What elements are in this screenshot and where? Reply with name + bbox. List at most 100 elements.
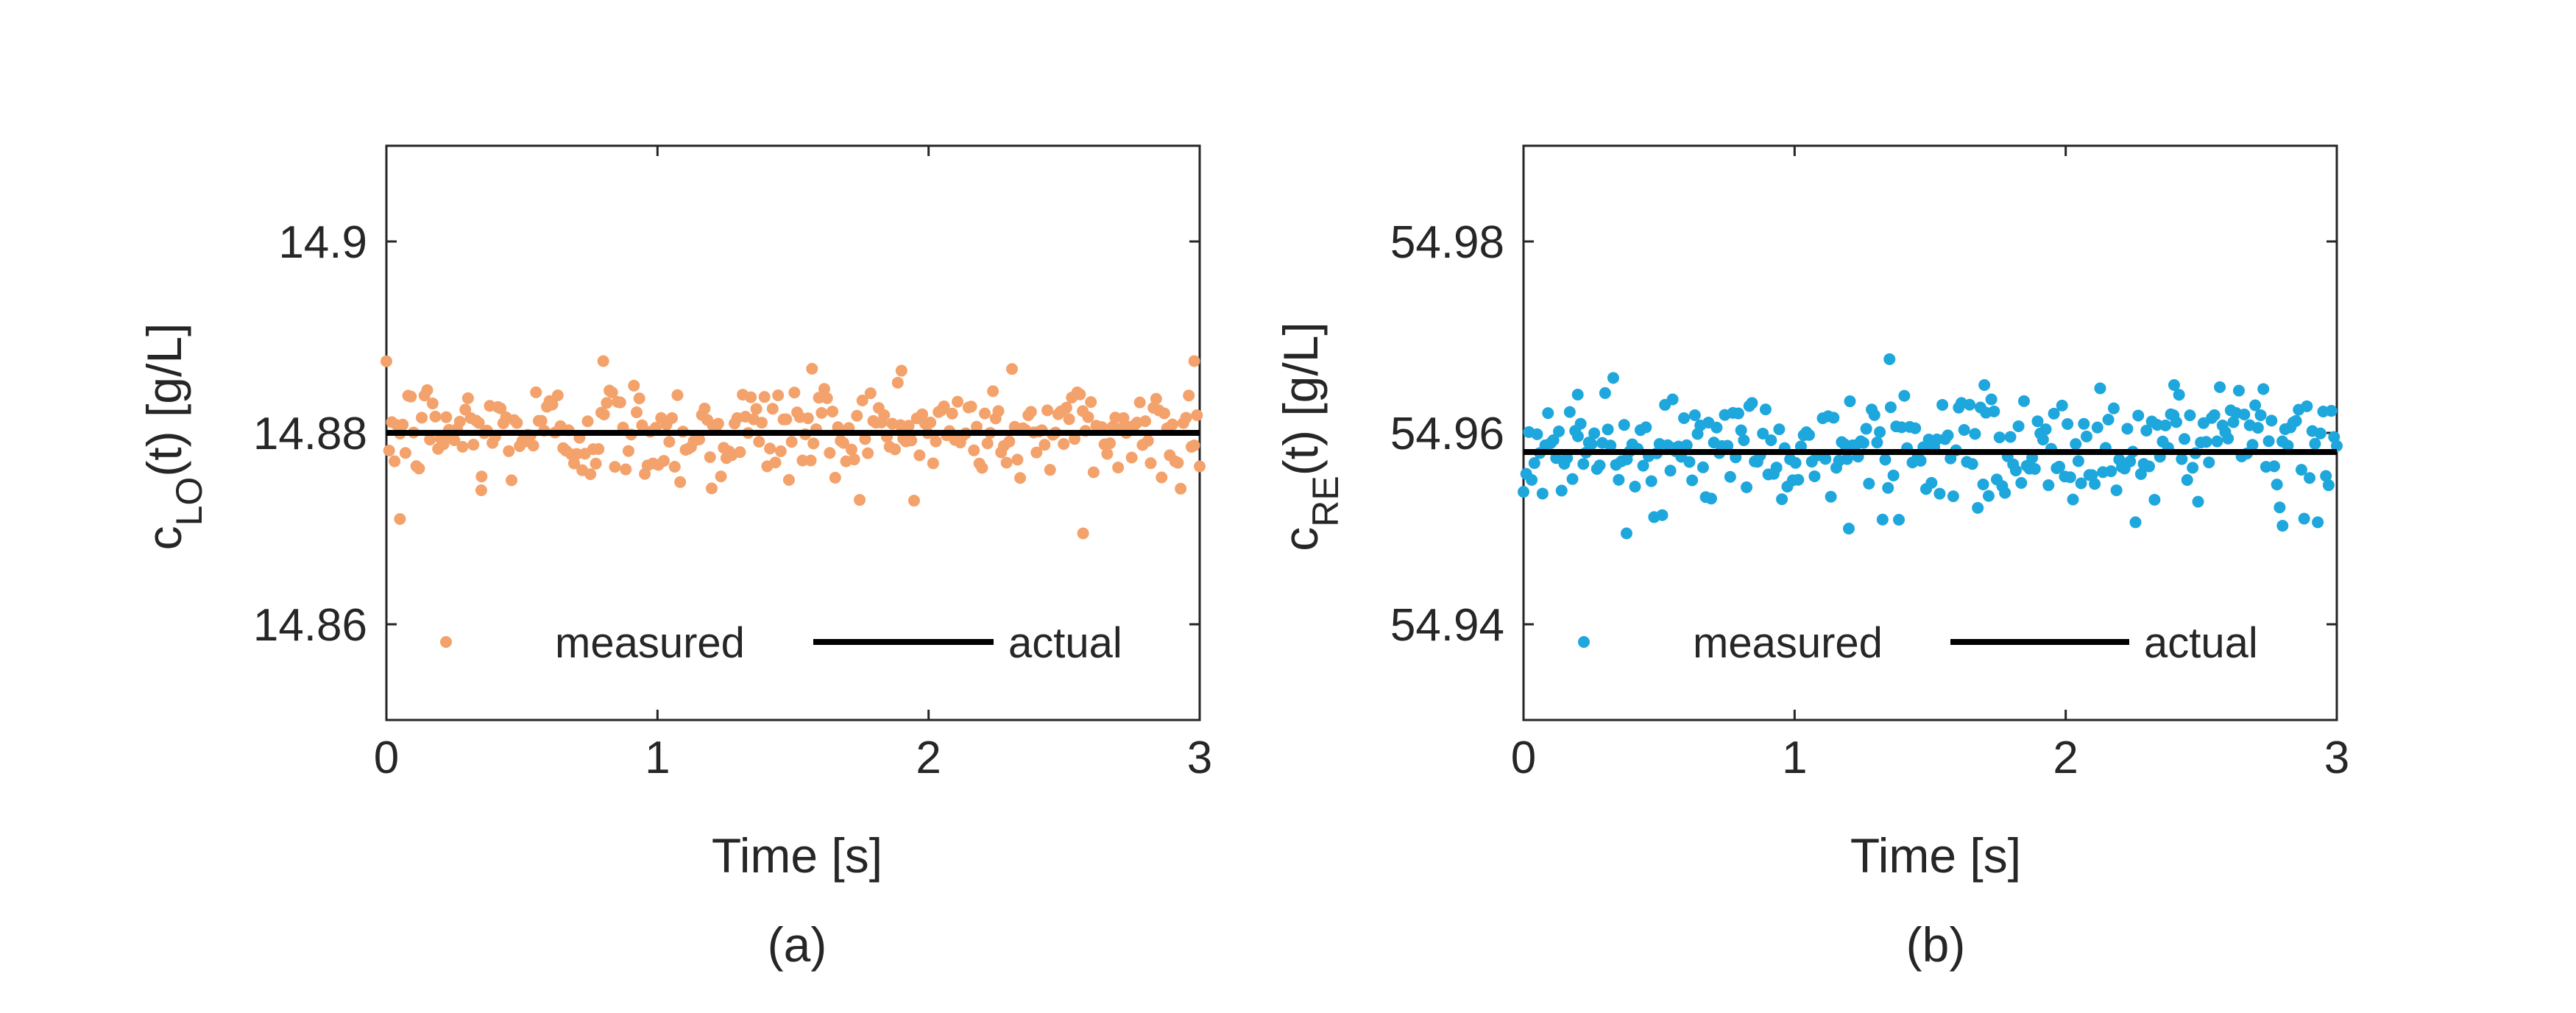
data-point xyxy=(1874,426,1886,438)
data-point xyxy=(2276,520,2289,532)
data-point xyxy=(1172,456,1184,469)
data-point xyxy=(657,454,670,467)
data-point xyxy=(756,417,768,429)
data-point xyxy=(2322,479,2335,492)
data-point xyxy=(1555,484,1568,497)
data-point xyxy=(394,513,406,525)
data-point xyxy=(1808,470,1821,482)
data-point xyxy=(1741,481,1753,493)
data-point xyxy=(1101,448,1114,460)
data-point xyxy=(802,412,814,425)
data-point xyxy=(970,420,983,433)
data-point xyxy=(598,408,610,420)
x-tick-label: 0 xyxy=(1511,733,1536,783)
data-point xyxy=(1577,458,1590,470)
data-point xyxy=(1789,456,1802,469)
data-point xyxy=(2062,417,2074,430)
data-point xyxy=(987,385,999,398)
data-point xyxy=(399,447,411,459)
data-point xyxy=(2203,456,2215,469)
data-point xyxy=(1686,474,1699,487)
data-point xyxy=(2181,474,2193,487)
data-point xyxy=(405,390,417,403)
data-point xyxy=(2227,416,2240,428)
data-point xyxy=(1683,456,1696,468)
data-point xyxy=(1985,393,1998,406)
data-point xyxy=(2274,501,2286,514)
data-point xyxy=(440,411,453,423)
data-point xyxy=(815,406,828,419)
data-point xyxy=(1884,401,1897,414)
data-point xyxy=(750,403,762,415)
data-point xyxy=(1819,453,1832,465)
data-point xyxy=(734,446,746,459)
data-point xyxy=(475,484,487,496)
data-point xyxy=(1863,477,1875,490)
data-point xyxy=(2295,464,2307,476)
data-point xyxy=(467,439,480,451)
data-point xyxy=(895,364,907,377)
data-point xyxy=(456,440,469,453)
data-point xyxy=(2132,409,2145,422)
data-point xyxy=(628,379,640,392)
data-point xyxy=(1792,473,1805,486)
x-tick-label: 2 xyxy=(2053,733,2078,783)
data-point xyxy=(1666,393,1679,406)
data-point xyxy=(1158,407,1170,420)
data-point xyxy=(1947,490,1959,503)
data-point xyxy=(2290,414,2302,427)
legend-marker-measured xyxy=(1578,636,1590,648)
x-tick-label: 2 xyxy=(916,733,941,783)
data-point xyxy=(1060,401,1072,414)
data-point xyxy=(495,402,507,414)
data-point xyxy=(1063,413,1075,426)
data-point xyxy=(698,402,711,414)
data-point xyxy=(597,355,609,367)
data-point xyxy=(1942,429,1954,442)
data-point xyxy=(1803,428,1816,441)
y-axis-label: cRE(t) [g/L] xyxy=(1273,322,1346,551)
data-point xyxy=(2121,423,2134,435)
data-point xyxy=(2067,493,2079,506)
data-point xyxy=(2159,419,2172,431)
data-point xyxy=(1827,412,1840,424)
data-point xyxy=(780,413,793,426)
data-point xyxy=(633,392,645,405)
data-point xyxy=(546,398,559,411)
data-point xyxy=(2214,381,2226,393)
data-point xyxy=(2314,427,2326,440)
data-point xyxy=(774,445,787,457)
data-point xyxy=(1732,407,1744,420)
data-point xyxy=(2056,399,2068,412)
data-point xyxy=(1014,472,1027,484)
data-point xyxy=(902,420,915,432)
data-point xyxy=(674,476,687,488)
data-point xyxy=(2009,465,2022,477)
data-point xyxy=(2328,431,2340,443)
data-point xyxy=(2320,470,2332,482)
data-point xyxy=(2271,479,2283,491)
data-point xyxy=(592,442,605,455)
data-point xyxy=(2148,493,2161,506)
data-point xyxy=(383,445,395,457)
data-point xyxy=(2246,439,2259,451)
data-point xyxy=(1104,437,1117,450)
data-point xyxy=(535,414,548,427)
data-point xyxy=(590,457,602,470)
x-tick-label: 3 xyxy=(2324,733,2349,783)
data-point xyxy=(1180,412,1192,424)
data-point xyxy=(2192,495,2204,508)
data-point xyxy=(461,392,474,404)
data-point xyxy=(2028,462,2041,475)
data-point xyxy=(2262,435,2275,448)
data-point xyxy=(2257,383,2270,395)
data-point xyxy=(2064,471,2076,484)
panel-b: (b) Time [s] cRE(t) [g/L] 0 1 2 3 54.94 54.96… xyxy=(1273,144,2349,972)
data-point xyxy=(530,386,542,398)
data-point xyxy=(1773,423,1786,436)
data-point xyxy=(1194,460,1206,473)
x-tick-label: 3 xyxy=(1187,733,1212,783)
data-point xyxy=(1058,438,1070,451)
data-point xyxy=(905,434,918,447)
